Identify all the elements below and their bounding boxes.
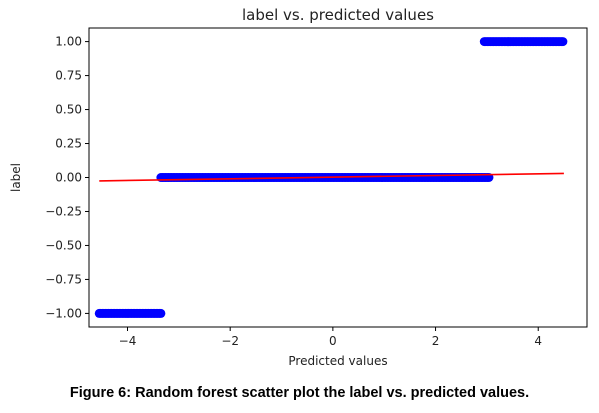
figure-caption: Figure 6: Random forest scatter plot the… — [69, 385, 530, 401]
y-axis-label: label — [9, 163, 23, 192]
regression-line — [99, 172, 564, 182]
y-tick-label: −0.75 — [45, 272, 82, 286]
x-tick-label: −2 — [221, 334, 239, 348]
x-axis-label: Predicted values — [288, 354, 387, 368]
y-tick-label: 1.00 — [55, 35, 82, 49]
y-tick-label: 0.75 — [55, 69, 82, 83]
x-tick-label: 0 — [329, 334, 337, 348]
x-tick-label: −4 — [119, 334, 137, 348]
fit-layer — [99, 172, 564, 182]
y-tick-label: −0.50 — [45, 238, 82, 252]
y-tick-label: 0.50 — [55, 103, 82, 117]
y-axis: 1.00 0.75 0.50 0.25 0.00 −0.25 −0.50 −0.75 −1.00 — [45, 35, 89, 320]
x-tick-label: 2 — [432, 334, 440, 348]
data-point — [558, 37, 568, 47]
x-axis: −4 −2 0 2 4 — [119, 327, 542, 348]
chart-title: label vs. predicted values — [242, 6, 434, 24]
y-tick-label: 0.25 — [55, 137, 82, 151]
y-tick-label: −0.25 — [45, 204, 82, 218]
x-tick-label: 4 — [534, 334, 542, 348]
y-tick-label: −1.00 — [45, 306, 82, 320]
y-tick-label: 0.00 — [55, 171, 82, 185]
data-point — [156, 308, 166, 318]
